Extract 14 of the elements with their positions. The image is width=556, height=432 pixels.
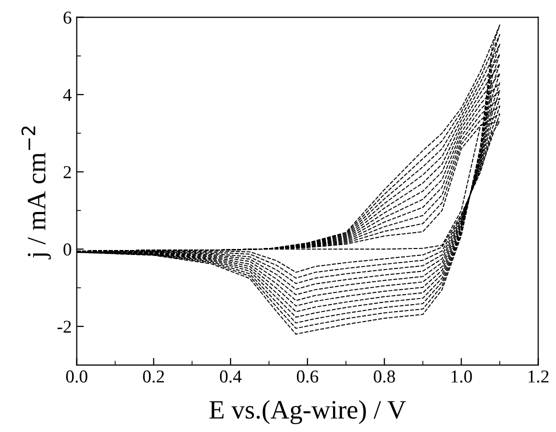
x-tick-label: 0.6 [296,370,318,383]
y-tick-label: 6 [64,12,72,24]
x-axis-title: E vs.(Ag-wire) / V [210,400,406,424]
x-tick-label: 0.0 [66,370,88,383]
y-tick-label: -2 [58,320,71,333]
y-tick-label: 4 [63,88,72,101]
y-axis-title: j / mA cm$^{−2}$ [21,126,51,260]
y-tick-label: 0 [64,243,72,256]
x-tick-label: 0.8 [374,370,395,383]
x-tick-label: 0.4 [220,370,242,383]
x-tick-label: 1.2 [528,370,548,383]
y-tick-label: 2 [64,166,71,178]
x-tick-label: 0.2 [143,370,164,383]
x-tick-label: 1.0 [452,370,472,383]
